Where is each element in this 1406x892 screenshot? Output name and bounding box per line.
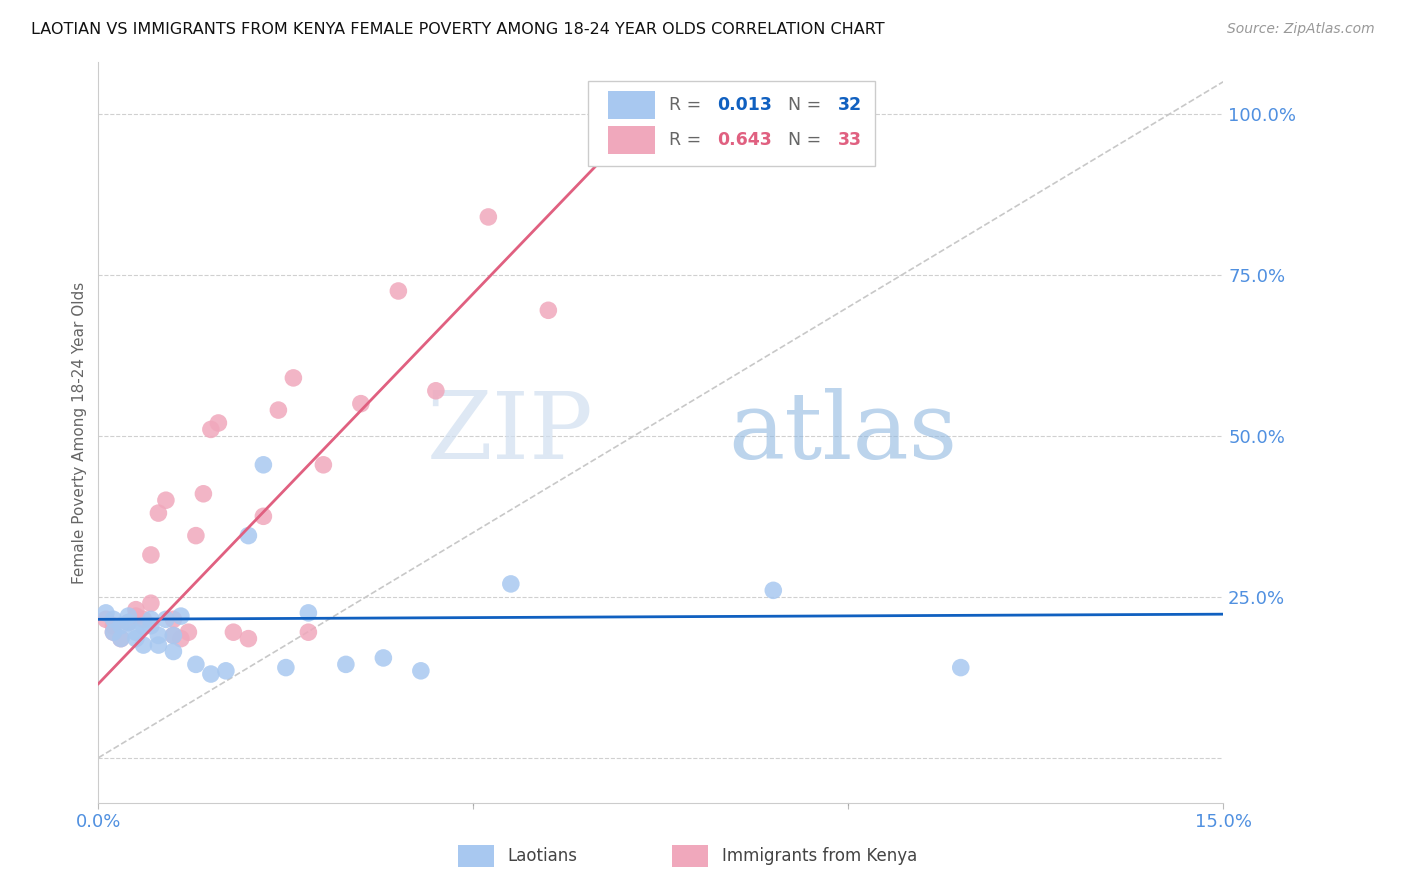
Point <box>200 667 222 681</box>
Point <box>177 625 200 640</box>
Point <box>222 625 245 640</box>
Text: Immigrants from Kenya: Immigrants from Kenya <box>721 847 917 865</box>
Text: N =: N = <box>787 95 827 113</box>
Point <box>110 619 132 633</box>
Point <box>103 619 125 633</box>
FancyBboxPatch shape <box>588 81 875 166</box>
Point <box>117 615 139 630</box>
Point <box>335 657 357 672</box>
Bar <box>607 91 655 119</box>
Point <box>499 577 522 591</box>
Point <box>612 107 634 121</box>
Text: 0.643: 0.643 <box>717 131 772 149</box>
Point <box>297 625 319 640</box>
Point <box>215 664 238 678</box>
Point <box>148 638 170 652</box>
Text: R =: R = <box>669 131 706 149</box>
Text: atlas: atlas <box>728 388 957 477</box>
Y-axis label: Female Poverty Among 18-24 Year Olds: Female Poverty Among 18-24 Year Olds <box>72 282 87 583</box>
Point <box>110 632 132 646</box>
Point <box>132 619 155 633</box>
Point <box>193 487 215 501</box>
Point <box>283 371 305 385</box>
Text: N =: N = <box>787 131 827 149</box>
Point <box>238 528 260 542</box>
Point <box>387 284 409 298</box>
Point <box>170 632 193 646</box>
Point <box>762 583 785 598</box>
Point <box>238 632 260 646</box>
Point <box>949 660 972 674</box>
Bar <box>607 126 655 154</box>
Point <box>148 628 170 642</box>
Point <box>125 625 148 640</box>
Point <box>162 628 184 642</box>
Point <box>103 612 125 626</box>
Point <box>267 403 290 417</box>
Text: Laotians: Laotians <box>508 847 578 865</box>
Point <box>252 509 274 524</box>
Bar <box>672 845 709 867</box>
Point <box>537 303 560 318</box>
Point <box>170 609 193 624</box>
Point <box>409 664 432 678</box>
Point <box>274 660 297 674</box>
Point <box>125 632 148 646</box>
Point <box>350 397 373 411</box>
Point <box>425 384 447 398</box>
Point <box>184 528 207 542</box>
Text: LAOTIAN VS IMMIGRANTS FROM KENYA FEMALE POVERTY AMONG 18-24 YEAR OLDS CORRELATIO: LAOTIAN VS IMMIGRANTS FROM KENYA FEMALE … <box>31 22 884 37</box>
Point <box>155 493 177 508</box>
Point <box>103 625 125 640</box>
Point <box>117 615 139 630</box>
Text: 0.013: 0.013 <box>717 95 772 113</box>
Text: Source: ZipAtlas.com: Source: ZipAtlas.com <box>1227 22 1375 37</box>
Point <box>477 210 499 224</box>
Point <box>132 638 155 652</box>
Point <box>139 612 162 626</box>
Point <box>94 606 117 620</box>
Point <box>94 612 117 626</box>
Point <box>148 506 170 520</box>
Text: 33: 33 <box>838 131 862 149</box>
Point <box>125 602 148 616</box>
Bar <box>458 845 495 867</box>
Point <box>139 619 162 633</box>
Text: ZIP: ZIP <box>426 388 593 477</box>
Point <box>162 628 184 642</box>
Point <box>312 458 335 472</box>
Point <box>373 651 395 665</box>
Text: 32: 32 <box>838 95 862 113</box>
Point <box>297 606 319 620</box>
Point <box>139 548 162 562</box>
Point <box>155 612 177 626</box>
Point <box>162 612 184 626</box>
Text: R =: R = <box>669 95 706 113</box>
Point <box>110 632 132 646</box>
Point <box>162 644 184 658</box>
Point <box>125 609 148 624</box>
Point <box>132 612 155 626</box>
Point <box>252 458 274 472</box>
Point <box>207 416 229 430</box>
Point <box>200 422 222 436</box>
Point <box>184 657 207 672</box>
Point <box>117 609 139 624</box>
Point <box>139 596 162 610</box>
Point <box>103 625 125 640</box>
